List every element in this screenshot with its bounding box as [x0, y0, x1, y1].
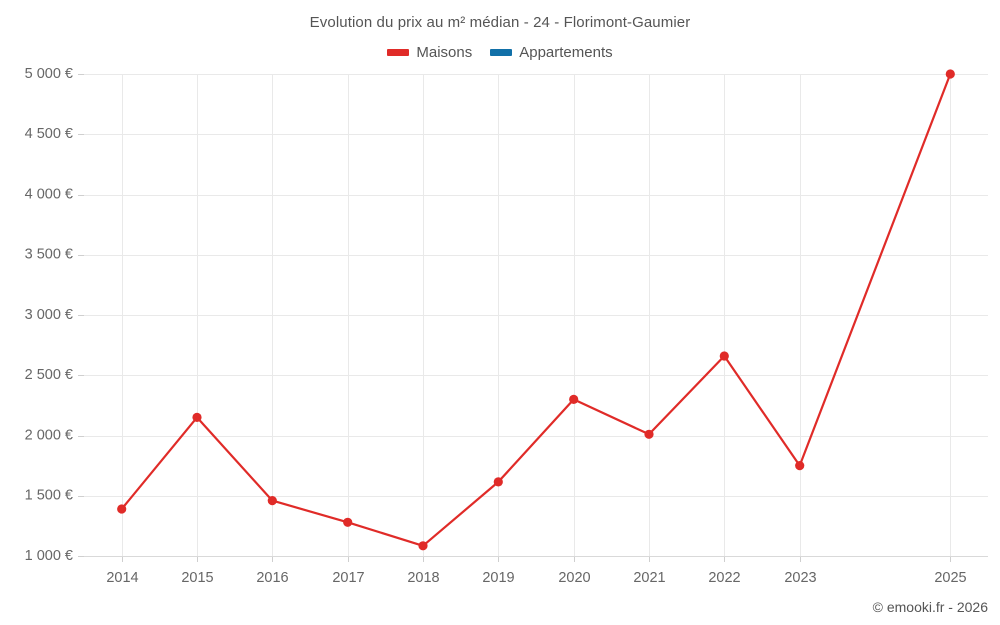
x-tick-label: 2023 [784, 570, 816, 586]
data-point[interactable] [117, 504, 127, 514]
y-tick-label: 3 500 € [25, 247, 73, 263]
axis-lines [78, 74, 988, 562]
x-tick-label: 2015 [181, 570, 213, 586]
y-tick-label: 5 000 € [25, 66, 73, 82]
data-point[interactable] [945, 69, 955, 79]
x-tick-label: 2025 [934, 570, 966, 586]
legend-swatch-icon [387, 49, 410, 56]
data-point[interactable] [267, 496, 277, 506]
data-point[interactable] [719, 351, 729, 361]
y-tick-label: 1 000 € [25, 548, 73, 564]
data-point[interactable] [795, 461, 805, 471]
page-title: Evolution du prix au m² médian - 24 - Fl… [309, 14, 691, 31]
data-point[interactable] [569, 394, 579, 404]
legend-label: Appartements [519, 44, 613, 61]
series-line-maisons [120, 72, 952, 547]
legend-item-appartements[interactable]: Appartements [490, 44, 613, 61]
data-point[interactable] [418, 541, 428, 551]
gridlines [84, 74, 988, 557]
data-point[interactable] [343, 517, 353, 527]
x-tick-label: 2014 [106, 570, 138, 586]
y-tick-label: 2 000 € [25, 427, 73, 443]
data-point[interactable] [493, 477, 503, 487]
x-axis-tick-labels: 2014 2015 2016 2017 2018 2019 2020 2021 2022 2023… [106, 570, 966, 586]
chart-legend: Maisons Appartements [0, 44, 1000, 61]
legend-label: Maisons [416, 44, 473, 61]
x-tick-label: 2016 [256, 570, 288, 586]
x-tick-label: 2019 [482, 570, 514, 586]
x-tick-label: 2022 [708, 570, 740, 586]
y-tick-label: 3 000 € [25, 307, 73, 323]
y-tick-label: 4 500 € [25, 126, 73, 142]
x-tick-label: 2018 [407, 570, 439, 586]
x-tick-label: 2017 [332, 570, 364, 586]
y-tick-label: 1 500 € [25, 488, 73, 504]
x-tick-label: 2021 [633, 570, 665, 586]
y-axis-tick-labels: 5 000 € 4 500 € 4 000 € 3 500 € 3 000 € 2 500… [25, 66, 73, 564]
data-point[interactable] [192, 412, 202, 422]
copyright-credit: © emooki.fr - 2026 [872, 599, 988, 615]
legend-swatch-icon [490, 49, 513, 56]
y-tick-label: 2 500 € [25, 367, 73, 383]
x-tick-label: 2020 [558, 570, 590, 586]
legend-item-maisons[interactable]: Maisons [387, 44, 472, 61]
data-series [117, 69, 955, 551]
y-tick-label: 4 000 € [25, 186, 73, 202]
data-point[interactable] [644, 429, 654, 439]
